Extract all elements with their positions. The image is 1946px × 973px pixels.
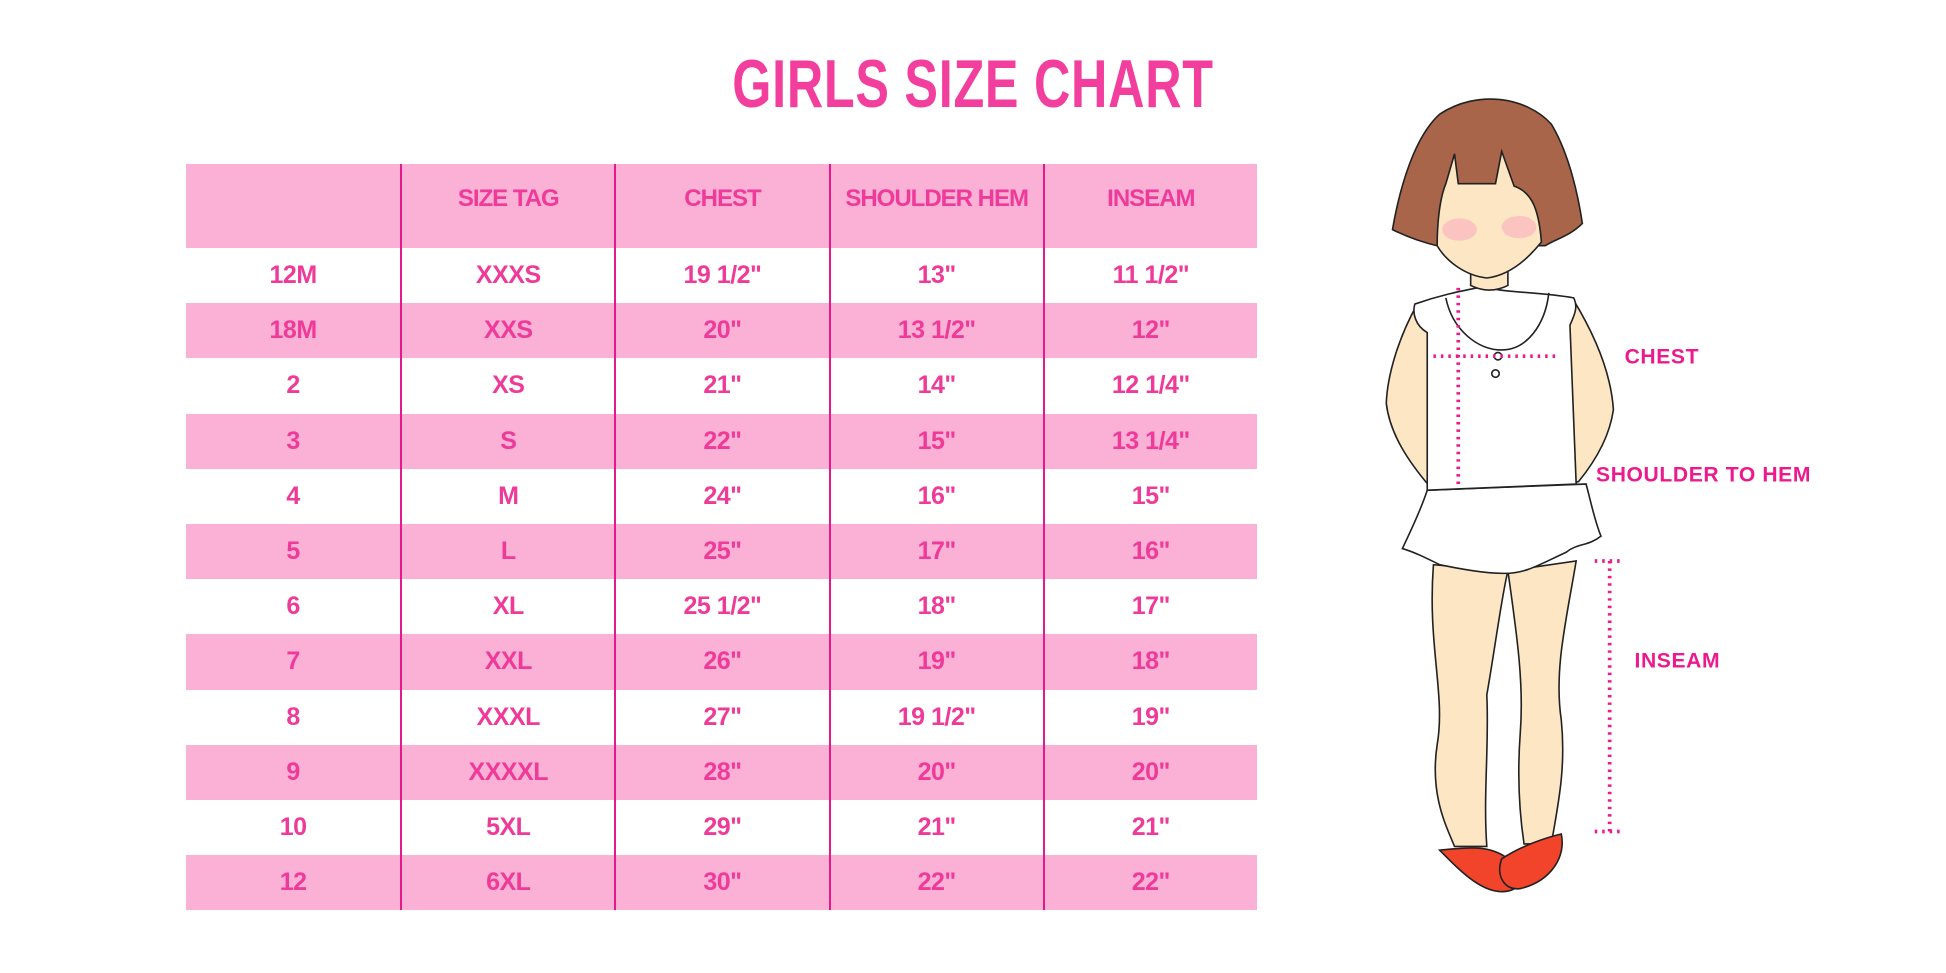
column-header: SHOULDER HEM bbox=[828, 164, 1043, 248]
column-header: CHEST bbox=[614, 164, 828, 248]
table-row: 2 XS 21" 14" 12 1/4" bbox=[186, 358, 1257, 414]
table-cell: 2 bbox=[286, 371, 300, 400]
table-cell: XXXXL bbox=[400, 744, 614, 800]
table-cell: 9 bbox=[286, 757, 300, 786]
table-row: 12 6XL 30" 22" 22" bbox=[186, 855, 1257, 911]
table-cell: 20" bbox=[828, 744, 1043, 800]
table-cell: 13 1/4" bbox=[1042, 413, 1257, 469]
table-cell: XXXS bbox=[400, 248, 614, 304]
table-cell: 25" bbox=[614, 523, 828, 580]
table-cell: 16" bbox=[828, 468, 1043, 524]
table-cell: 19 1/2" bbox=[614, 248, 828, 304]
table-cell: 12 1/4" bbox=[1042, 358, 1257, 414]
table-cell: 21" bbox=[614, 358, 828, 414]
table-cell: 21" bbox=[1042, 799, 1257, 856]
table-cell: 15" bbox=[828, 413, 1043, 469]
table-cell: 27" bbox=[614, 689, 828, 745]
column-header: INSEAM bbox=[1042, 164, 1257, 248]
table-cell: 12" bbox=[1042, 303, 1257, 359]
table-cell: 15" bbox=[1042, 468, 1257, 524]
table-cell: 11 1/2" bbox=[1042, 248, 1257, 304]
table-cell: 21" bbox=[828, 799, 1043, 856]
table-row: 18M XXS 20" 13 1/2" 12" bbox=[186, 303, 1257, 359]
table-cell: 7 bbox=[286, 647, 300, 676]
right-shoe bbox=[1498, 833, 1563, 890]
shirt bbox=[1413, 287, 1577, 492]
table-cell: 25 1/2" bbox=[614, 579, 828, 635]
table-row: 7 XXL 26" 19" 18" bbox=[186, 634, 1257, 690]
page-title: GIRLS SIZE CHART bbox=[732, 46, 1214, 122]
table-cell: L bbox=[400, 523, 614, 580]
table-cell: 17" bbox=[1042, 579, 1257, 635]
table-cell: 6 bbox=[286, 592, 300, 621]
shoulder-to-hem-label: SHOULDER TO HEM bbox=[1596, 464, 1811, 487]
table-cell: 13 1/2" bbox=[828, 303, 1043, 359]
left-arm bbox=[1385, 302, 1441, 488]
table-cell: 5XL bbox=[400, 799, 614, 856]
table-cell: 22" bbox=[828, 855, 1043, 911]
table-cell: 19" bbox=[828, 634, 1043, 690]
table-row: 10 5XL 29" 21" 21" bbox=[186, 799, 1257, 856]
table-row: 6 XL 25 1/2" 18" 17" bbox=[186, 579, 1257, 635]
table-cell: 22" bbox=[1042, 855, 1257, 911]
table-row: 9 XXXXL 28" 20" 20" bbox=[186, 744, 1257, 800]
table-cell: 16" bbox=[1042, 523, 1257, 580]
table-cell: XXL bbox=[400, 634, 614, 690]
table-cell: 10 bbox=[279, 812, 307, 841]
table-cell: 26" bbox=[614, 634, 828, 690]
table-cell: 13" bbox=[828, 248, 1043, 304]
table-cell: 19" bbox=[1042, 689, 1257, 745]
table-cell: 24" bbox=[614, 468, 828, 524]
table-cell: 4 bbox=[286, 481, 300, 510]
table-cell: S bbox=[400, 413, 614, 469]
table-cell: 6XL bbox=[400, 855, 614, 911]
skirt bbox=[1401, 483, 1602, 575]
table-row: 12M XXXS 19 1/2" 13" 11 1/2" bbox=[186, 248, 1257, 304]
button-icon bbox=[1490, 369, 1501, 379]
right-arm bbox=[1565, 298, 1615, 486]
table-cell: 12 bbox=[279, 868, 307, 897]
table-cell: 3 bbox=[286, 426, 300, 455]
table-cell: 5 bbox=[286, 537, 300, 566]
table-cell: M bbox=[400, 468, 614, 524]
table-cell: XXS bbox=[400, 303, 614, 359]
table-cell: 20" bbox=[614, 303, 828, 359]
face bbox=[1436, 148, 1543, 279]
table-cell: 12M bbox=[269, 261, 318, 290]
table-row: 5 L 25" 17" 16" bbox=[186, 523, 1257, 580]
left-leg bbox=[1431, 563, 1509, 848]
table-cell: 19 1/2" bbox=[828, 689, 1043, 745]
inseam-label: INSEAM bbox=[1634, 650, 1720, 673]
table-cell: 18" bbox=[828, 579, 1043, 635]
column-header: SIZE TAG bbox=[400, 164, 614, 248]
table-row: 4 M 24" 16" 15" bbox=[186, 468, 1257, 524]
table-cell: XXXL bbox=[400, 689, 614, 745]
table-cell: 18M bbox=[269, 316, 318, 345]
table-cell: 17" bbox=[828, 523, 1043, 580]
table-row: 8 XXXL 27" 19 1/2" 19" bbox=[186, 689, 1257, 745]
table-cell: 30" bbox=[614, 855, 828, 911]
collar bbox=[1445, 292, 1550, 351]
table-cell: XL bbox=[400, 579, 614, 635]
chest-label: CHEST bbox=[1625, 346, 1700, 369]
size-chart-table: SIZE TAG CHEST SHOULDER HEM INSEAM 12M XXXS 19… bbox=[186, 164, 1257, 911]
table-cell: 22" bbox=[614, 413, 828, 469]
right-leg bbox=[1506, 560, 1578, 845]
table-cell: 14" bbox=[828, 358, 1043, 414]
table-cell: 29" bbox=[614, 799, 828, 856]
table-cell: 28" bbox=[614, 744, 828, 800]
table-header-row: SIZE TAG CHEST SHOULDER HEM INSEAM bbox=[186, 164, 1257, 248]
table-cell: 20" bbox=[1042, 744, 1257, 800]
table-cell: 18" bbox=[1042, 634, 1257, 690]
right-cheek bbox=[1501, 215, 1537, 239]
left-cheek bbox=[1442, 218, 1477, 241]
table-row: 3 S 22" 15" 13 1/4" bbox=[186, 413, 1257, 469]
table-cell: XS bbox=[400, 358, 614, 414]
table-cell: 8 bbox=[286, 702, 300, 731]
